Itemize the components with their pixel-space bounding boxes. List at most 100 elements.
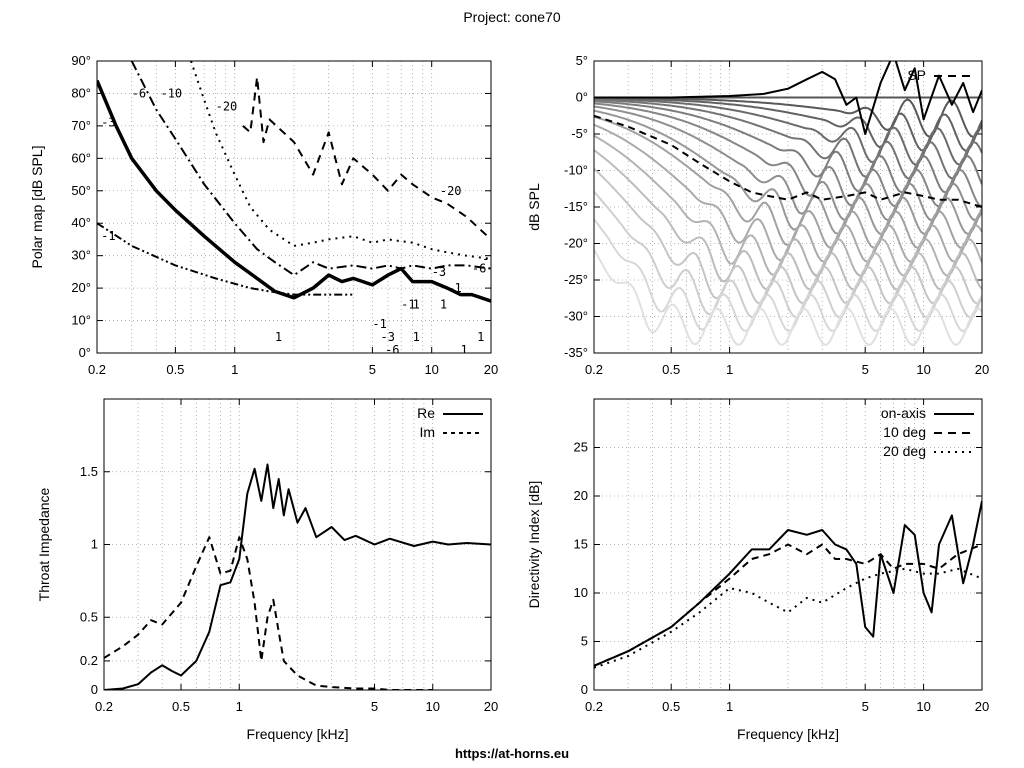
y-tick-label: 0° [576, 90, 588, 105]
contour-label: -1 [372, 317, 386, 331]
y-tick-label: 40° [71, 215, 91, 230]
contour-label: 1 [440, 297, 447, 311]
x-axis-label: Frequency [kHz] [247, 726, 349, 742]
x-tick-label: 20 [975, 362, 989, 377]
y-tick-label: 15 [574, 537, 588, 552]
contour-label: -10 [160, 86, 182, 100]
y-axis-label: dB SPL [526, 183, 542, 231]
y-tick-label: 25 [574, 440, 588, 455]
plot-area [104, 463, 491, 690]
series-line [104, 536, 433, 690]
legend-label: on-axis [881, 405, 926, 421]
x-tick-label: 10 [426, 699, 440, 714]
off-axis-curve [594, 115, 982, 250]
off-axis-curve [594, 218, 982, 333]
contour-label: -1 [401, 297, 415, 311]
contour-label: 1 [413, 330, 420, 344]
footer-url: https://at-horns.eu [455, 746, 569, 761]
contour-line [130, 61, 491, 277]
series-line [594, 61, 982, 135]
off-axis-curve [594, 149, 982, 291]
x-tick-label: 20 [975, 699, 989, 714]
y-tick-label: 1 [91, 537, 98, 552]
x-tick-label: 0.5 [662, 362, 680, 377]
x-tick-label: 20 [484, 362, 498, 377]
contour-label: -6 [472, 262, 486, 276]
y-tick-label: 5 [581, 634, 588, 649]
y-axis-label: Polar map [dB SPL] [29, 146, 45, 269]
x-tick-label: 10 [916, 699, 930, 714]
contour-label: -3 [432, 265, 446, 279]
x-tick-label: 10 [424, 362, 438, 377]
x-axis-label: Frequency [kHz] [737, 726, 839, 742]
y-tick-label: 10° [71, 313, 91, 328]
y-tick-label: 60° [71, 150, 91, 165]
contour-label: -6 [385, 343, 399, 357]
contour-label: -1 [101, 229, 115, 243]
throat-impedance-chart: 0.2 0.5 1 5 10 20 0 0.2 0.5 1 1.5 Frequency [kHz] Th… [36, 398, 498, 742]
legend-label: SP [907, 67, 926, 83]
contour-line [97, 222, 354, 296]
y-tick-label: -10° [564, 163, 588, 178]
legend-label: 20 deg [883, 443, 926, 459]
x-tick-label: 1 [726, 699, 733, 714]
series-line [594, 114, 982, 208]
x-tick-label: 5 [371, 699, 378, 714]
x-tick-label: 0.5 [166, 362, 184, 377]
plot-area [594, 500, 982, 669]
contour-label: 1 [275, 330, 282, 344]
y-tick-label: -25° [564, 272, 588, 287]
contour-label: 1 [477, 330, 484, 344]
contour-line [242, 76, 491, 241]
off-axis-curve [594, 167, 982, 305]
plot-frame [593, 398, 983, 691]
y-tick-label: 0 [581, 682, 588, 697]
contour-label: 1 [413, 297, 420, 311]
x-tick-label: 5 [862, 362, 869, 377]
off-axis-curve [594, 98, 982, 180]
off-axis-curve [594, 134, 982, 277]
plot-frame [96, 60, 492, 354]
y-tick-label: 1.5 [80, 464, 98, 479]
contour-line [190, 61, 491, 260]
y-tick-label: 30° [71, 248, 91, 263]
x-tick-label: 0.2 [88, 362, 106, 377]
y-tick-label: 50° [71, 183, 91, 198]
off-axis-curve [594, 249, 982, 347]
x-tick-label: 10 [916, 362, 930, 377]
y-axis-label: Directivity Index [dB] [526, 481, 542, 609]
y-tick-label: 0° [79, 345, 91, 360]
y-tick-label: -15° [564, 199, 588, 214]
off-axis-curve [594, 100, 982, 194]
y-tick-label: 20° [71, 280, 91, 295]
x-tick-label: 20 [484, 699, 498, 714]
y-tick-label: 5° [576, 53, 588, 68]
x-tick-label: 0.5 [172, 699, 190, 714]
y-tick-label: 80° [71, 85, 91, 100]
x-tick-label: 5 [862, 699, 869, 714]
y-tick-label: 0.5 [80, 609, 98, 624]
plot-frame [593, 60, 983, 354]
contour-label: -10 [482, 252, 504, 266]
contour-line [97, 79, 491, 303]
contour-label: -3 [101, 116, 115, 130]
legend-label: Re [417, 405, 435, 421]
y-tick-label: -30° [564, 309, 588, 324]
x-tick-label: 0.2 [585, 362, 603, 377]
y-tick-label: -5° [571, 126, 588, 141]
contour-label: -6 [132, 86, 146, 100]
y-tick-label: 20 [574, 488, 588, 503]
plot-area [594, 61, 982, 347]
y-tick-label: 0.2 [80, 653, 98, 668]
legend-label: Im [419, 424, 435, 440]
series-line [594, 543, 982, 667]
x-tick-label: 0.2 [95, 699, 113, 714]
x-tick-label: 1 [231, 362, 238, 377]
y-tick-label: -35° [564, 345, 588, 360]
off-axis-curve [594, 102, 982, 208]
y-axis-label: Throat Impedance [36, 487, 52, 601]
y-tick-label: 70° [71, 118, 91, 133]
x-tick-label: 1 [726, 362, 733, 377]
